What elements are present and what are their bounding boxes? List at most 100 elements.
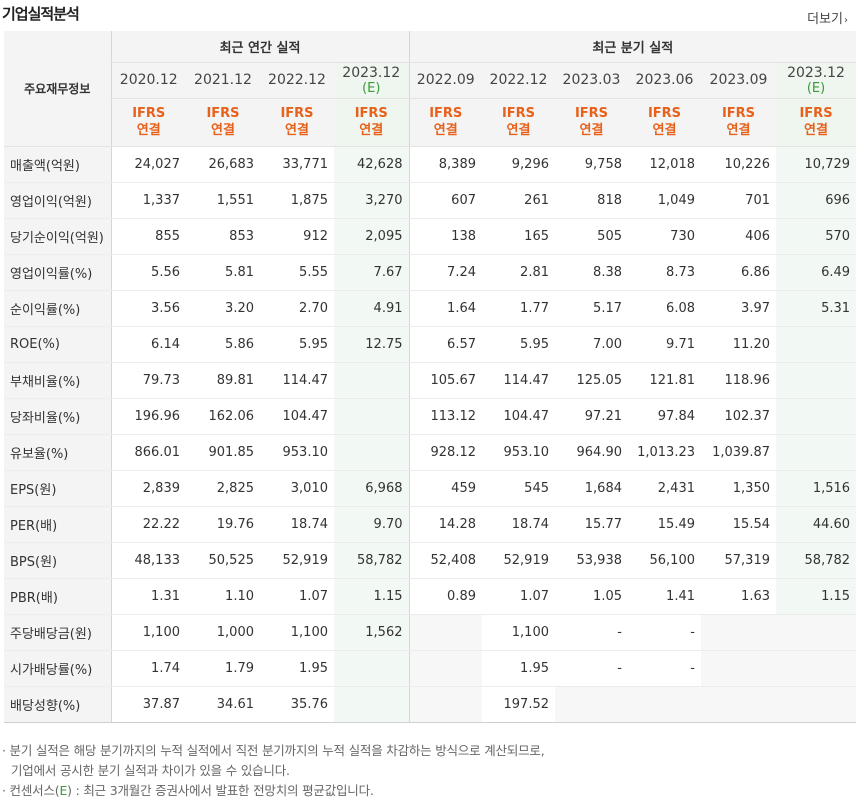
period-header: 2020.12	[110, 62, 186, 99]
table-cell: 113.12	[408, 398, 482, 435]
table-cell: 50,525	[186, 542, 260, 579]
table-cell: 505	[555, 218, 628, 255]
basis-header: IFRS 연결	[334, 98, 409, 147]
table-cell	[334, 398, 409, 435]
basis-header: IFRS 연결	[701, 98, 776, 147]
table-cell	[701, 650, 776, 687]
row-label: 시가배당률(%)	[4, 650, 111, 687]
table-cell: 138	[408, 218, 482, 255]
table-row: 매출액(억원) 24,027 26,683 33,771 42,628 8,389 9,29…	[4, 146, 856, 183]
table-cell: 9,758	[555, 146, 628, 183]
table-cell: 52,919	[482, 542, 555, 579]
table-row: 시가배당률(%) 1.74 1.79 1.95 1.95- -	[4, 650, 856, 687]
table-cell: 1.79	[186, 650, 260, 687]
table-cell: 18.74	[482, 506, 555, 543]
table-cell: 196.96	[110, 398, 186, 435]
table-cell: 89.81	[186, 362, 260, 399]
row-label: 유보율(%)	[4, 434, 111, 471]
table-cell: 459	[408, 470, 482, 507]
table-row: 당좌비율(%) 196.96 162.06 104.47 113.12 104.47 97.…	[4, 398, 856, 435]
table-cell: 42,628	[334, 146, 409, 183]
row-label: 주당배당금(원)	[4, 614, 111, 651]
table-cell: 866.01	[110, 434, 186, 471]
table-cell: 6.14	[110, 326, 186, 363]
table-cell: 12,018	[628, 146, 701, 183]
footnotes: · 분기 실적은 해당 분기까지의 누적 실적에서 직전 분기까지의 누적 실적…	[2, 741, 545, 801]
group-annual-header: 최근 연간 실적	[110, 31, 409, 63]
table-cell: 818	[555, 182, 628, 219]
table-cell: 52,408	[408, 542, 482, 579]
row-label: 매출액(억원)	[4, 146, 111, 183]
table-cell: 7.24	[408, 254, 482, 291]
table-cell: 607	[408, 182, 482, 219]
table-cell: 18.74	[260, 506, 334, 543]
table-cell: 1,337	[110, 182, 186, 219]
table-row: 주당배당금(원) 1,100 1,000 1,100 1,562 1,100- -	[4, 614, 856, 651]
table-cell: 105.67	[408, 362, 482, 399]
more-link[interactable]: 더보기›	[807, 8, 848, 27]
table-cell	[555, 686, 628, 723]
table-cell: 1.31	[110, 578, 186, 615]
row-label: EPS(원)	[4, 470, 111, 507]
table-cell: 406	[701, 218, 776, 255]
table-row: ROE(%) 6.14 5.86 5.95 12.75 6.57 5.95 7.00 9.71 1…	[4, 326, 856, 363]
table-cell: 570	[776, 218, 856, 255]
row-label: 영업이익(억원)	[4, 182, 111, 219]
table-cell: 15.54	[701, 506, 776, 543]
table-cell: 15.77	[555, 506, 628, 543]
table-cell: 912	[260, 218, 334, 255]
table-cell	[408, 686, 482, 723]
table-cell: 1,875	[260, 182, 334, 219]
period-header: 2022.09	[408, 62, 482, 99]
table-cell	[334, 650, 409, 687]
table-cell	[776, 398, 856, 435]
basis-header: IFRS 연결	[482, 98, 555, 147]
table-row: EPS(원) 2,839 2,825 3,010 6,968 459 545 1,684 2,4…	[4, 470, 856, 507]
table-cell: 48,133	[110, 542, 186, 579]
table-row: 부채비율(%) 79.73 89.81 114.47 105.67 114.47 125.0…	[4, 362, 856, 399]
table-cell: 953.10	[482, 434, 555, 471]
table-cell: 901.85	[186, 434, 260, 471]
table-cell: 1.74	[110, 650, 186, 687]
table-cell: 1.07	[260, 578, 334, 615]
footnote-1: · 분기 실적은 해당 분기까지의 누적 실적에서 직전 분기까지의 누적 실적…	[2, 743, 545, 758]
table-cell: 33,771	[260, 146, 334, 183]
table-cell: 15.49	[628, 506, 701, 543]
table-cell: 7.00	[555, 326, 628, 363]
table-row: 유보율(%) 866.01 901.85 953.10 928.12 953.10 964.…	[4, 434, 856, 471]
table-cell: 1.95	[260, 650, 334, 687]
table-cell: 545	[482, 470, 555, 507]
table-cell: 730	[628, 218, 701, 255]
period-header: 2021.12	[186, 62, 260, 99]
table-cell	[334, 434, 409, 471]
table-cell: -	[628, 650, 701, 687]
table-cell: 10,226	[701, 146, 776, 183]
table-cell: 5.81	[186, 254, 260, 291]
period-header: 2023.06	[628, 62, 701, 99]
table-cell: 44.60	[776, 506, 856, 543]
table-cell: 8.38	[555, 254, 628, 291]
footnote-1-cont: 기업에서 공시한 분기 실적과 차이가 있을 수 있습니다.	[11, 763, 290, 778]
table-cell: 1.77	[482, 290, 555, 327]
table-cell: 5.31	[776, 290, 856, 327]
table-cell	[701, 614, 776, 651]
row-label: ROE(%)	[4, 326, 111, 363]
table-cell	[776, 650, 856, 687]
table-cell: 197.52	[482, 686, 555, 723]
table-row: BPS(원) 48,133 50,525 52,919 58,782 52,408 52,9…	[4, 542, 856, 579]
table-cell: 37.87	[110, 686, 186, 723]
table-cell: 12.75	[334, 326, 409, 363]
table-cell: 52,919	[260, 542, 334, 579]
table-cell: 5.95	[260, 326, 334, 363]
table-cell	[408, 650, 482, 687]
table-cell: 34.61	[186, 686, 260, 723]
table-cell: 5.86	[186, 326, 260, 363]
table-cell: 26,683	[186, 146, 260, 183]
table-cell: 6.57	[408, 326, 482, 363]
table-cell: 953.10	[260, 434, 334, 471]
table-cell: 5.95	[482, 326, 555, 363]
table-cell	[776, 326, 856, 363]
item-header: 주요재무정보	[4, 31, 111, 147]
row-label: 당기순이익(억원)	[4, 218, 111, 255]
table-cell: 3.56	[110, 290, 186, 327]
